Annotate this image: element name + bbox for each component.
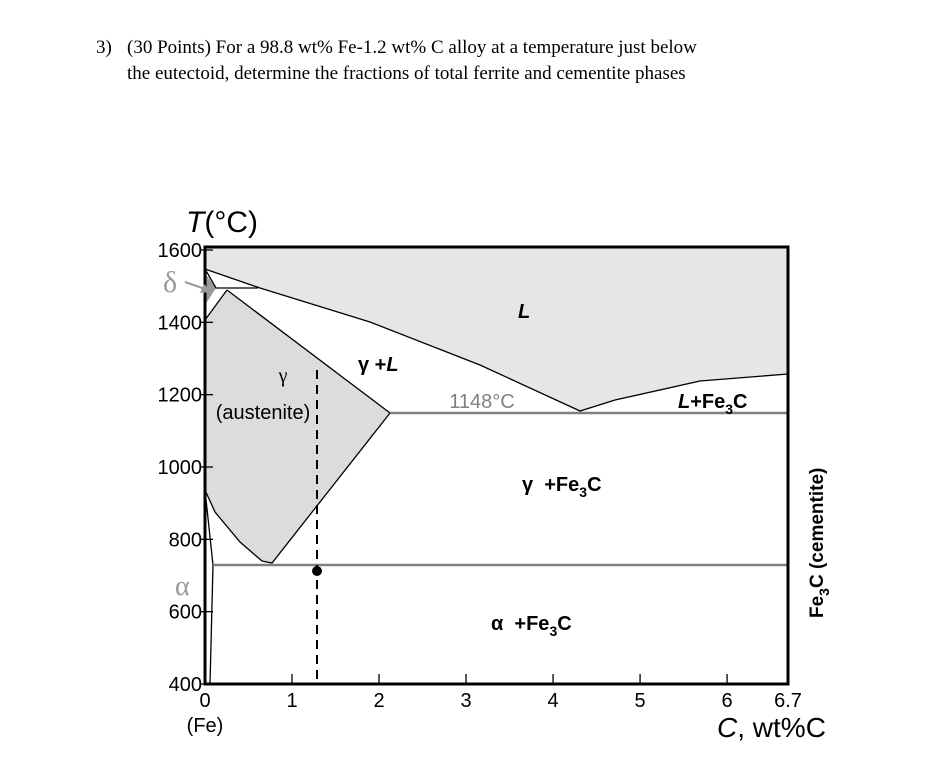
phase-diagram: 400 600 800 1000 1200 1400 1600 0 1 2 3 4 5 6 6.7 T(°C…	[158, 206, 833, 743]
x-tick-label: 6	[722, 690, 733, 712]
region-label: γ	[278, 365, 288, 387]
x-tick-label: 3	[460, 690, 471, 712]
axis-unit: , wt%C	[737, 712, 826, 743]
plot-frame	[203, 245, 790, 686]
liquidus	[204, 268, 789, 412]
region-label: α +Fe3C	[491, 613, 572, 639]
question-line: the eutectoid, determine the fractions o…	[127, 63, 686, 84]
y-tick-label: 1200	[158, 385, 203, 407]
question: 3) (30 Points) For a 98.8 wt% Fe-1.2 wt%…	[96, 37, 697, 84]
subscript: 3	[579, 484, 587, 500]
question-line: (30 Points) For a 98.8 wt% Fe-1.2 wt% C …	[127, 37, 697, 58]
question-number: 3)	[96, 37, 112, 58]
peritectic-line	[204, 268, 258, 289]
axis-symbol: C	[717, 712, 738, 743]
y-tick-label: 400	[169, 674, 202, 696]
region-label: (austenite)	[216, 402, 311, 424]
delta-label: δ	[163, 266, 177, 299]
delta-arrowhead	[200, 284, 212, 293]
y-axis-title: T(°C)	[186, 206, 258, 239]
text: C (cementite)	[807, 468, 828, 588]
x-axis-title: C, wt%C	[717, 712, 826, 743]
subscript: 3	[725, 401, 733, 417]
alpha-label: α	[175, 571, 190, 602]
phase-boundaries	[204, 268, 789, 685]
liquid-region	[205, 247, 788, 411]
solidus	[226, 289, 391, 414]
region-label: γ +Fe3C	[522, 474, 602, 500]
text: C	[557, 613, 571, 635]
y-tick-label: 600	[169, 602, 202, 624]
y-tick-label: 1400	[158, 312, 203, 334]
temperature-label: 1148°C	[449, 391, 514, 413]
y-tick-label: 1000	[158, 457, 203, 479]
text: L	[678, 391, 690, 413]
region-label: γ +L	[358, 354, 399, 376]
text: Fe	[807, 596, 828, 618]
delta-region	[205, 273, 216, 305]
subscript: 3	[549, 623, 557, 639]
region-label: L+Fe3C	[678, 391, 748, 417]
cementite-label: Fe3C (cementite)	[807, 468, 832, 618]
text: γ +	[358, 354, 386, 376]
x-tick-label: 6.7	[774, 690, 802, 712]
ticks: 400 600 800 1000 1200 1400 1600 0 1 2 3 4 5 6 6.7	[158, 240, 802, 712]
x-tick-label: 4	[547, 690, 558, 712]
text: +Fe	[690, 391, 725, 413]
y-tick-label: 800	[169, 529, 202, 551]
x-tick-label: 1	[286, 690, 297, 712]
text: C	[587, 474, 601, 496]
gamma-boundary	[204, 412, 391, 564]
subscript: 3	[816, 588, 832, 596]
boundary	[204, 289, 228, 321]
text: γ +Fe	[522, 474, 579, 496]
axis-symbol: T	[186, 206, 207, 239]
austenite-region	[205, 290, 390, 563]
text: L	[386, 354, 398, 376]
x-tick-label: 5	[635, 690, 646, 712]
state-point	[312, 566, 322, 576]
x-tick-label: 2	[373, 690, 384, 712]
x-tick-label: 0	[199, 690, 210, 712]
y-tick-label: 1600	[158, 240, 203, 262]
text: α +Fe	[491, 613, 549, 635]
text: C	[733, 391, 747, 413]
axis-unit: (°C)	[204, 206, 258, 239]
region-label: L	[518, 301, 530, 323]
fe-label: (Fe)	[187, 715, 224, 737]
